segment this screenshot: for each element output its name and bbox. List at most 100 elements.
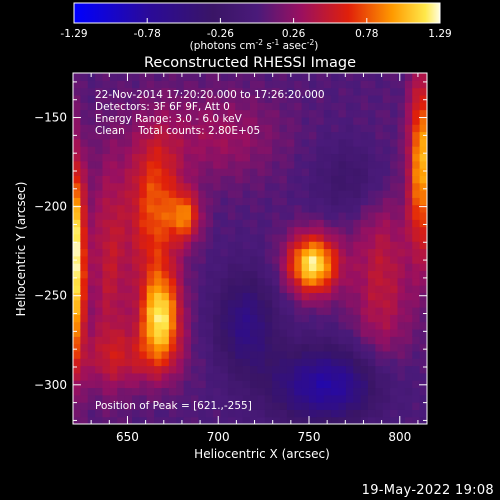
heatmap-cell <box>132 131 140 140</box>
heatmap-cell <box>382 190 391 198</box>
heatmap-cell <box>331 248 340 257</box>
heatmap-cell <box>353 416 362 424</box>
heatmap-cell <box>73 372 81 381</box>
heatmap-cell <box>301 380 310 389</box>
heatmap-cell <box>272 372 281 381</box>
heatmap-cell <box>73 87 81 96</box>
heatmap-cell <box>87 336 96 345</box>
heatmap-cell <box>220 307 229 315</box>
heatmap-cell <box>390 402 399 410</box>
heatmap-cell <box>272 387 281 396</box>
heatmap-cell <box>382 233 391 242</box>
heatmap-cell <box>294 138 303 147</box>
heatmap-cell <box>95 94 104 103</box>
heatmap-cell <box>161 102 170 111</box>
heatmap-cell <box>419 153 427 162</box>
heatmap-cell <box>368 277 376 286</box>
heatmap-cell <box>80 102 89 111</box>
heatmap-cell <box>117 380 126 389</box>
heatmap-cell <box>272 277 281 286</box>
heatmap-cell <box>117 365 126 374</box>
heatmap-cell <box>286 328 295 337</box>
heatmap-cell <box>191 168 199 176</box>
heatmap-cell <box>235 277 244 286</box>
heatmap-cell <box>87 270 96 279</box>
heatmap-cell <box>412 124 421 133</box>
heatmap-cell <box>227 409 236 418</box>
heatmap-cell <box>242 402 251 410</box>
heatmap-cell <box>220 109 229 118</box>
heatmap-cell <box>227 270 236 279</box>
heatmap-cell <box>360 168 369 176</box>
heatmap-cell <box>404 219 413 228</box>
heatmap-cell <box>397 255 406 264</box>
heatmap-cell <box>191 321 199 330</box>
heatmap-cell <box>397 402 406 410</box>
heatmap-cell <box>213 263 222 272</box>
heatmap-cell <box>419 241 427 250</box>
heatmap-cell <box>191 387 199 396</box>
heatmap-cell <box>227 226 236 235</box>
heatmap-cell <box>323 387 332 396</box>
heatmap-cell <box>95 255 104 264</box>
heatmap-cell <box>419 168 427 176</box>
heatmap-cell <box>316 131 325 140</box>
heatmap-cell <box>360 372 369 381</box>
heatmap-cell <box>109 146 118 155</box>
heatmap-cell <box>235 416 244 424</box>
heatmap-cell <box>154 102 163 111</box>
heatmap-cell <box>323 73 332 81</box>
heatmap-cell <box>205 350 214 359</box>
heatmap-cell <box>360 204 369 213</box>
heatmap-cell <box>301 124 310 133</box>
heatmap-cell <box>338 204 347 213</box>
heatmap-cell <box>353 321 362 330</box>
heatmap-cell <box>404 380 413 389</box>
heatmap-cell <box>124 380 133 389</box>
heatmap-cell <box>412 314 421 323</box>
heatmap-cell <box>183 372 192 381</box>
heatmap-cell <box>146 248 155 257</box>
heatmap-cell <box>87 365 96 374</box>
heatmap-cell <box>286 153 295 162</box>
heatmap-cell <box>124 197 133 206</box>
heatmap-cell <box>309 343 317 352</box>
heatmap-cell <box>198 87 207 96</box>
heatmap-cell <box>272 409 281 418</box>
heatmap-cell <box>397 314 406 323</box>
heatmap-cell <box>220 102 229 111</box>
heatmap-cell <box>404 255 413 264</box>
heatmap-cell <box>368 175 376 184</box>
heatmap-cell <box>286 372 295 381</box>
heatmap-cell <box>161 358 170 367</box>
heatmap-cell <box>382 380 391 389</box>
heatmap-cell <box>286 292 295 301</box>
heatmap-cell <box>404 263 413 272</box>
heatmap-cell <box>257 255 266 264</box>
heatmap-cell <box>404 175 413 184</box>
heatmap-cell <box>353 138 362 147</box>
heatmap-cell <box>198 314 207 323</box>
heatmap-cell <box>227 160 236 169</box>
heatmap-cell <box>331 409 340 418</box>
heatmap-cell <box>397 87 406 96</box>
heatmap-cell <box>191 102 199 111</box>
heatmap-cell <box>146 116 155 125</box>
heatmap-cell <box>109 336 118 345</box>
heatmap-cell <box>382 146 391 155</box>
heatmap-cell <box>286 87 295 96</box>
heatmap-cell <box>176 394 185 403</box>
heatmap-cell <box>198 204 207 213</box>
heatmap-cell <box>250 277 258 286</box>
heatmap-cell <box>412 358 421 367</box>
heatmap-cell <box>95 328 104 337</box>
heatmap-cell <box>183 87 192 96</box>
heatmap-cell <box>390 168 399 176</box>
heatmap-cell <box>213 394 222 403</box>
heatmap-cell <box>139 87 148 96</box>
heatmap-cell <box>139 409 148 418</box>
heatmap-cell <box>220 211 229 220</box>
heatmap-cell <box>213 219 222 228</box>
heatmap-cell <box>73 124 81 133</box>
heatmap-cell <box>360 416 369 424</box>
